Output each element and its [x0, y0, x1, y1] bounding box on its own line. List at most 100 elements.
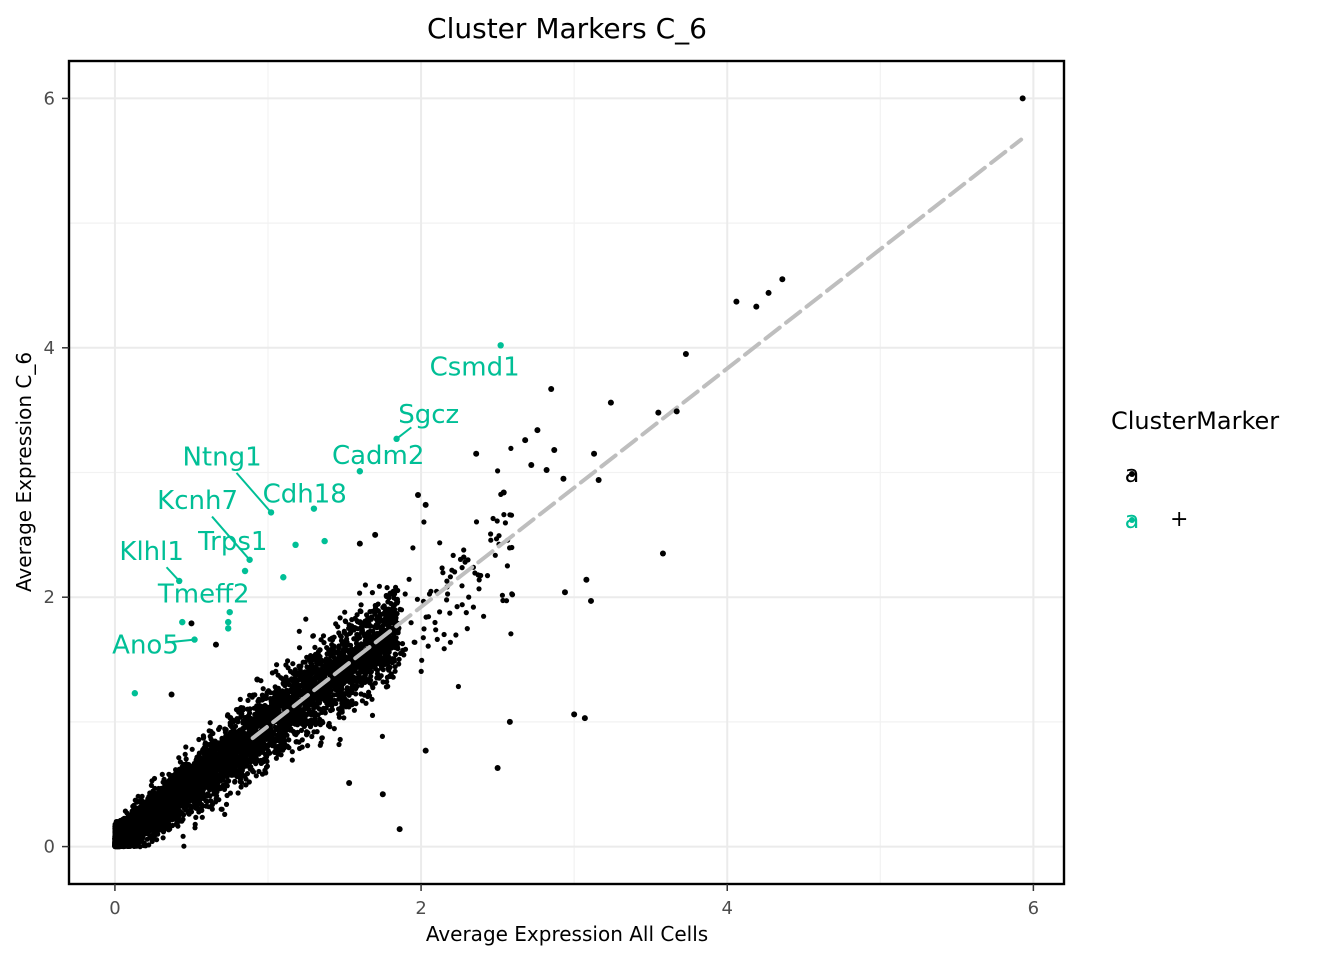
gene-point [149, 783, 154, 788]
gene-point [274, 704, 279, 709]
gene-point [203, 773, 208, 778]
gene-point [222, 812, 227, 817]
gene-point [281, 682, 286, 687]
gene-point [393, 652, 398, 657]
gene-point [392, 607, 397, 612]
gene-point [338, 615, 343, 620]
gene-point [241, 719, 246, 724]
gene-point [391, 656, 396, 661]
gene-point [297, 645, 302, 650]
gene-point [196, 737, 201, 742]
gene-point [342, 629, 347, 634]
gene-point [343, 618, 348, 623]
gene-point [219, 807, 224, 812]
gene-point [303, 712, 308, 717]
gene-point [363, 582, 368, 587]
gene-point [161, 835, 166, 840]
gene-point [184, 756, 189, 761]
gene-point [344, 701, 349, 706]
gene-point [212, 789, 217, 794]
gene-point [351, 701, 356, 706]
gene-point [130, 804, 135, 809]
gene-point [263, 770, 268, 775]
gene-point [175, 824, 180, 829]
gene-point [359, 602, 364, 607]
gene-point [300, 745, 305, 750]
gene-point [310, 634, 315, 639]
gene-point [301, 660, 306, 665]
gene-point [283, 728, 288, 733]
gene-point [312, 645, 317, 650]
gene-point [379, 673, 384, 678]
gene-point [375, 608, 380, 613]
gene-point [196, 757, 201, 762]
gene-point [395, 600, 400, 605]
gene-point [386, 616, 391, 621]
gene-point [290, 749, 295, 754]
gene-point [239, 784, 244, 789]
gene-point [236, 790, 241, 795]
gene-point [287, 678, 292, 683]
gene-point [200, 815, 205, 820]
gene-point [309, 734, 314, 739]
gene-point [190, 796, 195, 801]
gene-point [326, 647, 331, 652]
gene-point [385, 599, 390, 604]
gene-point [332, 655, 337, 660]
gene-point [369, 697, 374, 702]
gene-point [149, 778, 154, 783]
gene-point [273, 684, 278, 689]
gene-point [225, 783, 230, 788]
gene-point [203, 767, 208, 772]
gene-point [183, 752, 188, 757]
gene-point [235, 719, 240, 724]
gene-point [232, 779, 237, 784]
gene-point [183, 744, 188, 749]
gene-point [370, 685, 375, 690]
gene-point [216, 797, 221, 802]
gene-point [321, 706, 326, 711]
gene-point [323, 710, 328, 715]
gene-point [321, 633, 326, 638]
gene-point [339, 651, 344, 656]
gene-point [203, 740, 208, 745]
gene-point [239, 780, 244, 785]
gene-point [139, 798, 144, 803]
gene-point [268, 690, 273, 695]
gene-point [303, 682, 308, 687]
gene-point [379, 662, 384, 667]
gene-point [292, 730, 297, 735]
gene-point [274, 710, 279, 715]
gene-point [196, 809, 201, 814]
gene-point [133, 798, 138, 803]
gene-point [228, 723, 233, 728]
gene-point [190, 747, 195, 752]
gene-point [277, 693, 282, 698]
gene-point [250, 719, 255, 724]
gene-point [217, 725, 222, 730]
gene-point [143, 843, 148, 848]
gene-point [341, 681, 346, 686]
gene-point [233, 724, 238, 729]
gene-point [261, 686, 266, 691]
gene-point [338, 633, 343, 638]
gene-point [185, 802, 190, 807]
gene-point [304, 655, 309, 660]
gene-point [384, 684, 389, 689]
gene-point [336, 742, 341, 747]
gene-point [297, 629, 302, 634]
gene-point [388, 674, 393, 679]
gene-point [224, 802, 229, 807]
gene-point [247, 706, 252, 711]
gene-point [378, 630, 383, 635]
gene-point [193, 815, 198, 820]
gene-point [166, 780, 171, 785]
gene-point [238, 697, 243, 702]
gene-point [332, 635, 337, 640]
gene-point [317, 647, 322, 652]
gene-point [286, 737, 291, 742]
gene-point [181, 844, 186, 849]
gene-point [377, 584, 382, 589]
gene-point [385, 656, 390, 661]
gene-point [248, 764, 253, 769]
